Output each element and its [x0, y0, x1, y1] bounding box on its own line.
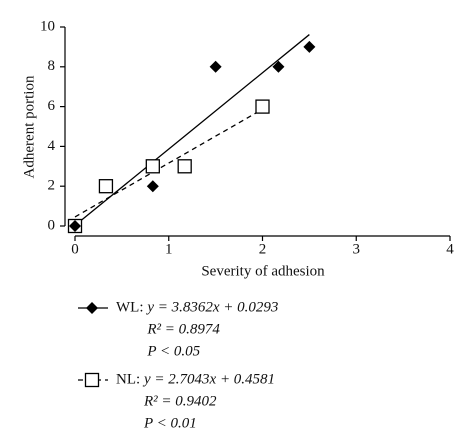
legend-name: WL	[116, 299, 139, 315]
y-tick-label: 0	[48, 217, 56, 233]
x-axis-label: Severity of adhesion	[201, 263, 325, 279]
point	[272, 60, 285, 73]
point	[146, 180, 159, 193]
y-tick-label: 2	[48, 178, 56, 194]
legend-name: NL	[116, 371, 136, 387]
point	[255, 99, 270, 114]
point	[177, 159, 192, 174]
legend-marker	[86, 302, 98, 314]
x-tick-label: 1	[165, 241, 173, 257]
fit-line	[74, 34, 310, 226]
y-axis-label: Adherent portion	[21, 75, 37, 178]
legend-colon: :	[136, 371, 140, 387]
legend-colon: :	[139, 299, 143, 315]
point	[209, 60, 222, 73]
point	[69, 220, 81, 232]
y-tick-label: 10	[40, 18, 55, 34]
y-tick-label: 6	[48, 98, 56, 114]
legend-equation: y = 3.8362x + 0.0293	[145, 299, 278, 315]
legend-p: P < 0.05	[146, 343, 200, 359]
x-tick-label: 3	[353, 241, 361, 257]
point	[303, 40, 316, 53]
y-tick-label: 4	[48, 138, 56, 154]
fit-line	[74, 108, 263, 218]
legend-p: P < 0.01	[143, 415, 197, 431]
legend-marker	[84, 372, 100, 388]
point	[98, 179, 114, 194]
y-tick-label: 8	[48, 58, 56, 74]
x-tick-label: 4	[446, 241, 454, 257]
x-tick-label: 0	[71, 241, 79, 257]
legend-r2: R² = 0.8974	[146, 321, 220, 337]
legend-equation: y = 2.7043x + 0.4581	[142, 371, 275, 387]
legend-r2: R² = 0.9402	[143, 393, 217, 409]
point	[145, 159, 160, 174]
x-tick-label: 2	[259, 241, 267, 257]
